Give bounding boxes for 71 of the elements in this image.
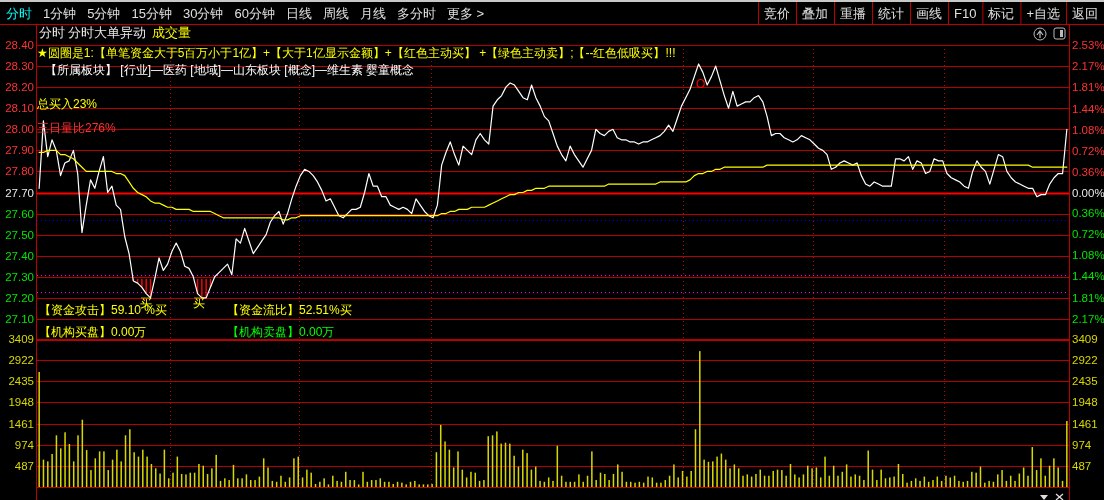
text: 15分钟 — [131, 6, 172, 21]
y2-tick-label: 1.44% — [1072, 270, 1104, 283]
text: 标记 — [987, 6, 1015, 21]
y2-tick-label: 0.36% — [1072, 165, 1104, 178]
y-tick-label: 27.40 — [5, 249, 34, 262]
y2-tick-label: 0.72% — [1072, 144, 1104, 157]
y-tick-label: 27.70 — [5, 186, 34, 199]
y2-tick-label: 974 — [1072, 438, 1092, 451]
chart-title: 分时 分时大单异动 — [39, 26, 147, 40]
y2-tick-label: 1.44% — [1072, 102, 1104, 115]
y-tick-label: 27.20 — [5, 291, 34, 304]
y-tick-label: 28.30 — [5, 60, 34, 73]
y-tick-label: 28.20 — [5, 81, 34, 94]
text: 日线 — [285, 6, 312, 21]
text: +自选 — [1026, 6, 1060, 21]
y-tick-label: 27.50 — [5, 228, 34, 241]
text: 返回 — [1072, 6, 1098, 21]
annotation: 【机构买盘】0.00万 — [39, 325, 147, 339]
y-tick-label: 3409 — [8, 333, 34, 345]
y-tick-label: 2922 — [8, 354, 34, 367]
y2-tick-label: 1.08% — [1072, 249, 1104, 262]
y2-tick-label: 0.72% — [1072, 228, 1104, 241]
chart-subtitle: 成交量 — [152, 25, 192, 40]
y-tick-label: 28.10 — [5, 102, 34, 115]
annotation: 【所属板块】 [行业]—医药 [地域]—山东板块 [概念]—维生素 婴童概念 — [45, 63, 415, 77]
text: 分时 — [6, 6, 32, 21]
y2-tick-label: 1948 — [1072, 396, 1098, 409]
y-tick-label: 27.30 — [5, 270, 34, 283]
y2-tick-label: 1461 — [1072, 417, 1098, 430]
text: 60分钟 — [234, 6, 275, 21]
y-tick-label: 28.40 — [5, 39, 34, 51]
y2-tick-label: 1.81% — [1072, 292, 1104, 305]
annotation: ★圆圈是1:【单笔资金大于5百万小于1亿】+【大于1亿显示金额】+【红色主动买】 +【绿色主动卖】;【--红色低吸买】!!! — [37, 46, 676, 60]
text: 统计 — [878, 6, 904, 21]
y2-tick-label: 0.36% — [1072, 207, 1104, 220]
y-tick-label: 27.80 — [5, 165, 34, 178]
y-tick-label: 27.90 — [5, 144, 34, 157]
y-tick-label: 1948 — [8, 396, 34, 409]
y-tick-label: 487 — [14, 459, 34, 472]
y-tick-label: 27.60 — [5, 207, 34, 220]
y2-tick-label: 1.08% — [1072, 123, 1104, 136]
annotation: 【机构卖盘】0.00万 — [227, 325, 335, 339]
text: 1分钟 — [43, 6, 77, 21]
text: 重播 — [840, 6, 866, 21]
y2-tick-label: 2.53% — [1072, 39, 1104, 51]
y-tick-label: 28.00 — [5, 123, 34, 136]
annotation: 买 — [193, 296, 205, 310]
y2-tick-label: 2922 — [1072, 354, 1098, 367]
text: F10 — [954, 6, 977, 21]
text: 5分钟 — [87, 6, 121, 21]
y2-tick-label: 2435 — [1072, 375, 1098, 388]
text: 周线 — [322, 6, 349, 21]
y2-tick-label: 3409 — [1072, 333, 1098, 345]
y2-tick-label: 1.81% — [1072, 80, 1104, 93]
y2-tick-label: 2.17% — [1072, 313, 1104, 326]
y-tick-label: 2435 — [8, 375, 34, 388]
annotation: 【资金流比】52.51%买 — [227, 303, 352, 317]
text: 叠加 — [802, 6, 828, 21]
text: 画线 — [916, 6, 942, 21]
y-tick-label: 1461 — [8, 417, 34, 430]
y-tick-label: 27.10 — [5, 312, 34, 325]
y2-tick-label: 0.00% — [1072, 186, 1104, 199]
y-tick-label: 974 — [14, 438, 35, 451]
y2-tick-label: 487 — [1072, 459, 1092, 472]
annotation: 总买入23% — [36, 97, 98, 111]
text: 更多 > — [446, 6, 485, 21]
y2-tick-label: 2.17% — [1072, 59, 1104, 72]
text: 多分时 — [396, 6, 436, 21]
text: 月线 — [359, 6, 386, 21]
text: 30分钟 — [182, 6, 224, 21]
text: 竞价 — [764, 6, 790, 21]
